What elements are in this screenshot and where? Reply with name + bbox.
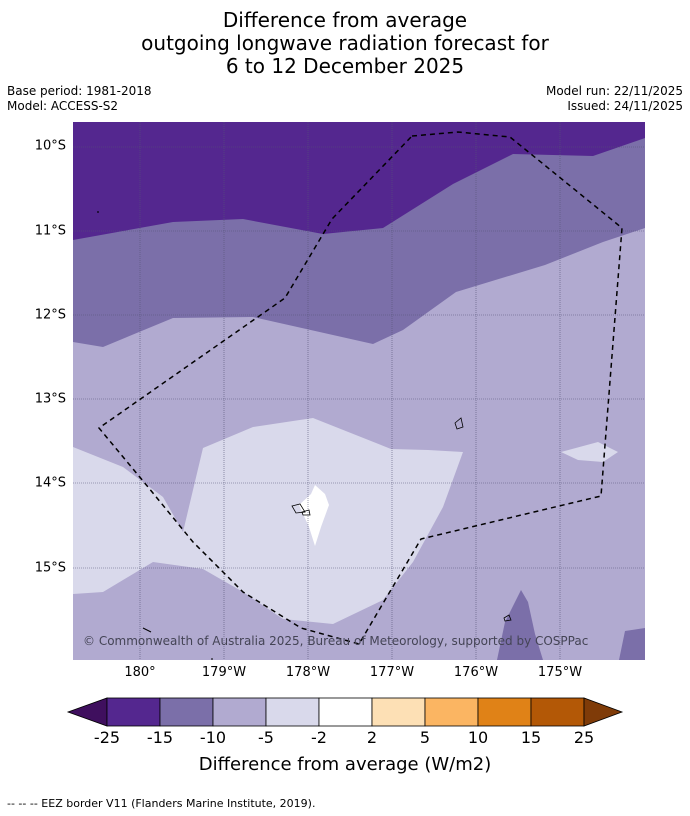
map-title-line-1: Difference from average xyxy=(222,8,468,32)
colorbar-extend-low xyxy=(66,697,108,727)
colorbar-tick: -2 xyxy=(311,728,327,747)
colorbar-segment xyxy=(265,697,320,727)
lon-label-177w: 177°W xyxy=(369,665,415,680)
colorbar-extend-high xyxy=(583,697,624,727)
colorbar-segment xyxy=(106,697,161,727)
colorbar-tick: -5 xyxy=(258,728,274,747)
copyright: © Commonwealth of Australia 2025, Bureau… xyxy=(83,634,588,648)
meta-left: Base period: 1981-2018 Model: ACCESS-S2 xyxy=(7,84,152,114)
map-panel: © Commonwealth of Australia 2025, Bureau… xyxy=(73,122,645,660)
colorbar-tick: 2 xyxy=(366,728,378,747)
map-svg: © Commonwealth of Australia 2025, Bureau… xyxy=(73,122,645,660)
fill-near-zero xyxy=(299,485,329,546)
colorbar-segment xyxy=(477,697,532,727)
eez-legend: -- -- -- EEZ border V11 (Flanders Marine… xyxy=(7,797,316,810)
lat-label-11s: 11°S xyxy=(34,223,66,239)
lat-label-15s: 15°S xyxy=(34,560,66,576)
colorbar-tick: -15 xyxy=(146,728,174,747)
meta-right: Model run: 22/11/2025 Issued: 24/11/2025 xyxy=(546,84,683,114)
colorbar-segment xyxy=(530,697,585,727)
map-title-line-3: 6 to 12 December 2025 xyxy=(225,54,465,78)
island-southeast xyxy=(503,614,512,622)
colorbar-label: Difference from average (W/m2) xyxy=(198,754,492,775)
lon-label-178w: 178°W xyxy=(285,665,331,680)
island-north xyxy=(454,417,464,430)
issued-date: Issued: 24/11/2025 xyxy=(567,99,683,113)
fill-minus15-minus10-corner xyxy=(619,628,645,660)
colorbar-segment xyxy=(424,697,479,727)
model-run: Model run: 22/11/2025 xyxy=(545,84,683,98)
lat-label-12s: 12°S xyxy=(34,307,66,323)
lon-label-179w: 179°W xyxy=(201,665,247,680)
lat-label-10s: 10°S xyxy=(34,138,66,154)
island-northwest xyxy=(97,211,99,213)
lat-label-14s: 14°S xyxy=(34,475,66,491)
model-name: Model: ACCESS-S2 xyxy=(7,99,119,113)
gridlines xyxy=(73,122,645,660)
base-period: Base period: 1981-2018 xyxy=(7,84,152,98)
colorbar-tick: 15 xyxy=(520,728,542,747)
eez-border xyxy=(97,131,623,645)
fill-minus5-minus2 xyxy=(73,418,463,624)
colorbar-segment xyxy=(371,697,426,727)
colorbar-segment xyxy=(318,697,373,727)
colorbar-segment xyxy=(159,697,214,727)
fill-minus15-minus10-se xyxy=(497,590,543,660)
lon-label-176w: 176°W xyxy=(453,665,499,680)
lon-label-180: 180° xyxy=(124,665,156,680)
lon-label-175w: 175°W xyxy=(537,665,583,680)
colorbar-tick: 5 xyxy=(419,728,431,747)
lat-label-13s: 13°S xyxy=(34,391,66,407)
island-southwest xyxy=(142,627,152,633)
map-title-line-2: outgoing longwave radiation forecast for xyxy=(141,31,549,55)
island-west-small xyxy=(301,509,311,516)
colorbar-segment xyxy=(212,697,267,727)
colorbar xyxy=(66,697,624,727)
fill-minus25-minus15 xyxy=(73,122,645,240)
colorbar-tick: 25 xyxy=(573,728,595,747)
island-west xyxy=(291,503,306,514)
colorbar-tick: -10 xyxy=(199,728,227,747)
colorbar-tick: 10 xyxy=(467,728,489,747)
colorbar-tick: -25 xyxy=(93,728,121,747)
